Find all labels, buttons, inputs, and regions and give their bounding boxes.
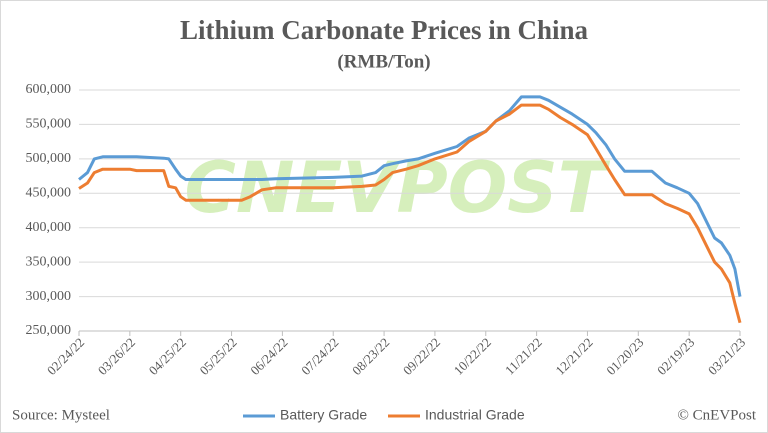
y-tick-label: 250,000 [26,323,72,338]
chart-title: Lithium Carbonate Prices in China [180,15,589,45]
y-tick-label: 550,000 [26,117,72,132]
legend-label: Industrial Grade [425,407,525,423]
credit-note: © CnEVPost [678,407,757,423]
source-note: Source: Mysteel [12,407,110,423]
y-tick-label: 450,000 [26,186,72,201]
chart-subtitle: (RMB/Ton) [337,51,430,72]
y-tick-label: 500,000 [26,151,72,166]
y-tick-label: 350,000 [26,254,72,269]
legend-label: Battery Grade [280,407,367,423]
series-line [78,103,742,324]
watermark: CNEVPOST [185,147,611,229]
y-tick-label: 600,000 [26,82,72,97]
y-tick-label: 300,000 [26,289,72,304]
y-tick-label: 400,000 [26,220,72,235]
series-line [78,95,742,297]
